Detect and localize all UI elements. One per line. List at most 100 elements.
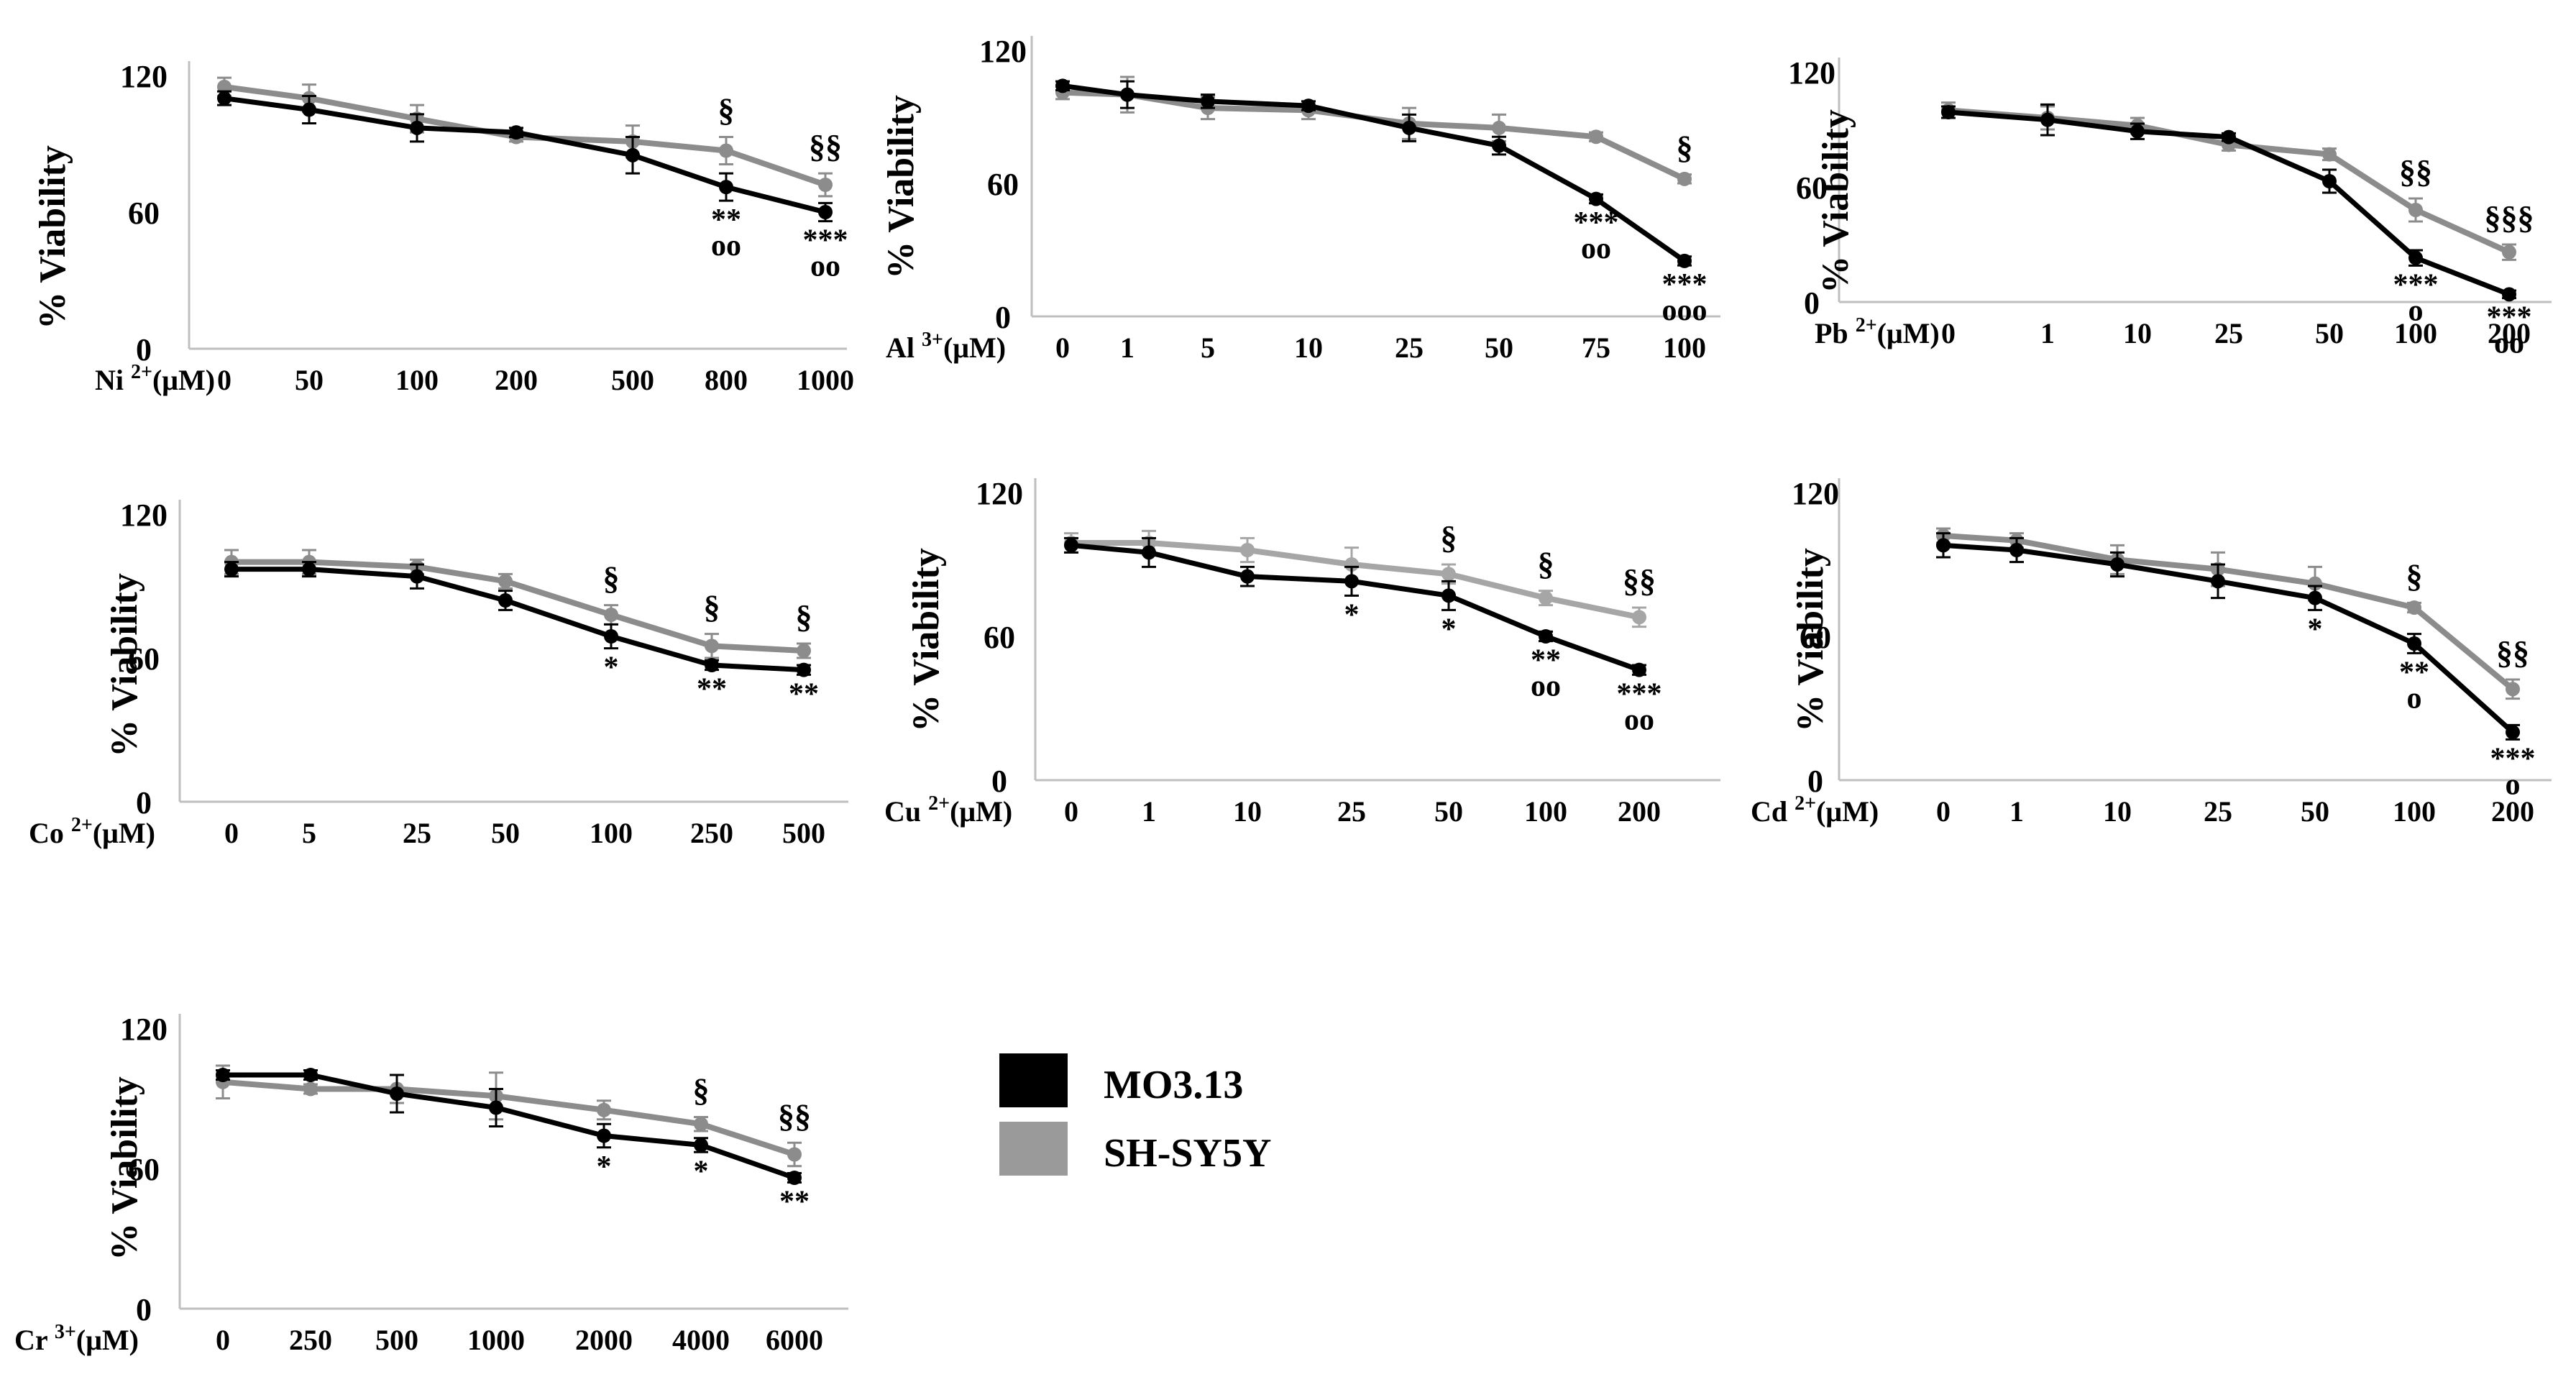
- y-tick-label: 60: [987, 167, 1019, 202]
- significance-label-mo: *: [2308, 613, 2323, 646]
- significance-label-sh: §: [1677, 129, 1693, 166]
- data-point: [604, 629, 618, 644]
- data-point: [597, 1102, 611, 1117]
- x-tick-label: 10: [1233, 795, 1262, 828]
- significance-label-mo: *: [604, 651, 619, 685]
- x-tick-label: 10: [1294, 331, 1323, 364]
- data-point: [498, 593, 513, 608]
- data-point: [2040, 112, 2055, 127]
- data-point: [1441, 567, 1456, 582]
- data-point: [797, 644, 811, 658]
- data-point: [2407, 600, 2421, 615]
- x-tick-label: 100: [2393, 795, 2436, 828]
- y-tick-label: 0: [1804, 285, 1820, 321]
- x-tick-label: 25: [1395, 331, 1424, 364]
- data-point: [1539, 590, 1553, 605]
- x-axis-title: Cd 2+(μM): [1751, 792, 1879, 828]
- data-point: [787, 1147, 802, 1162]
- significance-label-sh: §: [1441, 519, 1457, 556]
- y-tick-label: 60: [984, 620, 1015, 655]
- x-tick-label: 50: [2315, 317, 2344, 349]
- y-axis-title: % Viability: [104, 573, 145, 757]
- significance-label-mo: *: [1344, 598, 1360, 631]
- significance-label-mo: **: [1531, 644, 1561, 677]
- data-point: [719, 180, 733, 195]
- x-tick-label: 25: [403, 817, 431, 849]
- significance-label-mo: ***: [1662, 268, 1708, 301]
- x-tick-label: 500: [611, 364, 654, 396]
- x-tick-label: 2000: [575, 1324, 633, 1356]
- x-tick-label: 50: [1434, 795, 1463, 828]
- significance-label-mo: οο: [2494, 327, 2524, 360]
- x-axis-title: Pb 2+(μM): [1815, 314, 1940, 349]
- data-point: [705, 639, 719, 654]
- data-point: [2222, 129, 2236, 145]
- x-tick-label: 1: [1142, 795, 1156, 828]
- data-point: [2506, 682, 2520, 697]
- data-point: [2009, 543, 2024, 557]
- series-mo3-13: [224, 561, 811, 677]
- data-point: [1589, 129, 1603, 145]
- x-tick-label: 0: [1055, 331, 1070, 364]
- x-tick-label: 5: [302, 817, 316, 849]
- data-point: [597, 1128, 611, 1143]
- x-tick-label: 5: [1201, 331, 1215, 364]
- significance-label-mo: ***: [2487, 301, 2532, 334]
- x-tick-label: 500: [782, 817, 825, 849]
- x-tick-label: 25: [2214, 317, 2243, 349]
- significance-label-mo: **: [697, 673, 727, 706]
- data-point: [1064, 538, 1078, 553]
- data-point: [2110, 557, 2124, 572]
- x-tick-label: 200: [495, 364, 538, 396]
- significance-label-sh: §§: [2399, 153, 2432, 190]
- x-tick-label: 250: [289, 1324, 332, 1356]
- significance-label-mo: *: [694, 1155, 709, 1188]
- data-point: [2502, 244, 2516, 260]
- x-tick-label: 10: [2103, 795, 2132, 828]
- x-tick-label: 200: [2488, 317, 2531, 349]
- data-point: [694, 1117, 708, 1132]
- data-point: [1240, 569, 1255, 584]
- data-point: [719, 143, 733, 158]
- significance-label-sh: §§: [778, 1097, 811, 1134]
- significance-label-mo: ο: [2407, 682, 2422, 715]
- x-tick-label: 1000: [467, 1324, 525, 1356]
- x-tick-label: 0: [1941, 317, 1956, 349]
- data-point: [410, 569, 424, 584]
- significance-label-mo: οο: [810, 250, 840, 283]
- data-point: [302, 102, 316, 117]
- data-point: [1441, 588, 1456, 603]
- series-mo3-13: [1936, 532, 2520, 741]
- data-point: [1055, 78, 1070, 93]
- x-axis-title: Ni 2+(μM): [95, 361, 215, 396]
- significance-label-mo: ***: [2393, 268, 2439, 301]
- significance-label-mo: ο: [2506, 768, 2521, 801]
- x-tick-label: 200: [1618, 795, 1661, 828]
- data-point: [1936, 538, 1951, 553]
- data-point: [1632, 662, 1646, 677]
- significance-label-mo: **: [779, 1186, 810, 1219]
- data-point: [489, 1100, 503, 1115]
- y-axis-title: % Viability: [32, 145, 73, 329]
- x-tick-label: 6000: [766, 1324, 823, 1356]
- x-tick-label: 800: [705, 364, 748, 396]
- significance-label-sh: §: [1538, 546, 1554, 582]
- x-tick-label: 0: [1936, 795, 1951, 828]
- data-point: [1240, 543, 1255, 557]
- significance-label-sh: §: [718, 92, 735, 129]
- series-mo3-13: [1064, 536, 1646, 677]
- significance-label-sh: §§: [809, 128, 842, 165]
- x-axis-title: Al 3+(μM): [886, 329, 1006, 364]
- data-point: [604, 608, 618, 622]
- x-tick-label: 10: [2123, 317, 2152, 349]
- significance-label-mo: ***: [2490, 742, 2536, 775]
- x-tick-label: 25: [1337, 795, 1366, 828]
- data-point: [217, 91, 232, 106]
- data-point: [625, 147, 640, 163]
- data-point: [1941, 105, 1956, 119]
- x-tick-label: 250: [690, 817, 733, 849]
- significance-label-mo: *: [1441, 613, 1457, 646]
- significance-label-sh: §§: [2496, 634, 2529, 671]
